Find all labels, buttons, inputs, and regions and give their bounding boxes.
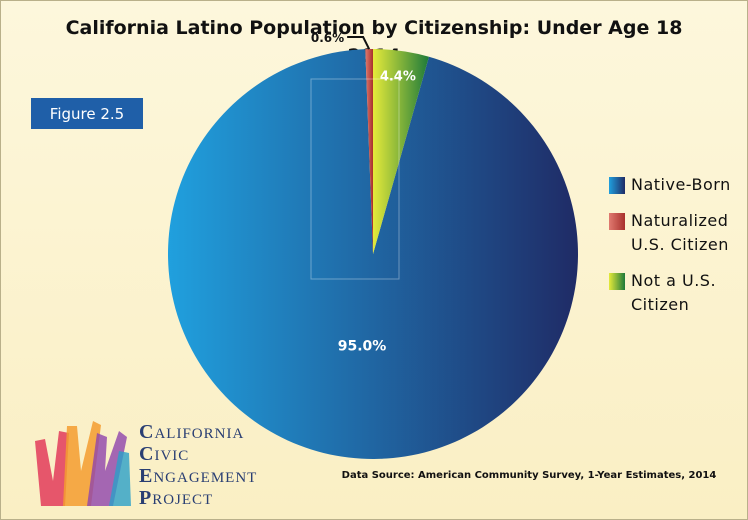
value-label: 4.4% xyxy=(380,69,416,84)
logo-text: CIVIC xyxy=(139,443,190,465)
legend-swatch xyxy=(609,273,625,290)
figure-label: Figure 2.5 xyxy=(50,105,124,123)
pie-slice xyxy=(168,49,578,459)
leader-line xyxy=(347,36,371,50)
legend-swatch xyxy=(609,213,625,230)
source: Data Source: American Community Survey, … xyxy=(342,470,717,481)
figure-box xyxy=(31,98,143,129)
frame xyxy=(310,78,400,280)
legend-label: Not a U.S. Citizen xyxy=(631,271,717,314)
chart-title: California Latino Population by Citizens… xyxy=(66,17,683,39)
logo-text: ENGAGEMENT xyxy=(139,465,258,487)
value-label: 95.0% xyxy=(338,339,387,355)
legend-label: Naturalized U.S. Citizen xyxy=(631,211,729,254)
legend-swatch xyxy=(609,177,625,194)
logo-text: PROJECT xyxy=(139,487,214,509)
pie-slice xyxy=(373,49,429,254)
pie-slice xyxy=(365,49,373,254)
value-label: 0.6% xyxy=(311,31,344,45)
logo-text: CALIFORNIA xyxy=(139,421,245,443)
logo-hands xyxy=(35,421,131,506)
legend-label: Native-Born xyxy=(631,175,731,194)
